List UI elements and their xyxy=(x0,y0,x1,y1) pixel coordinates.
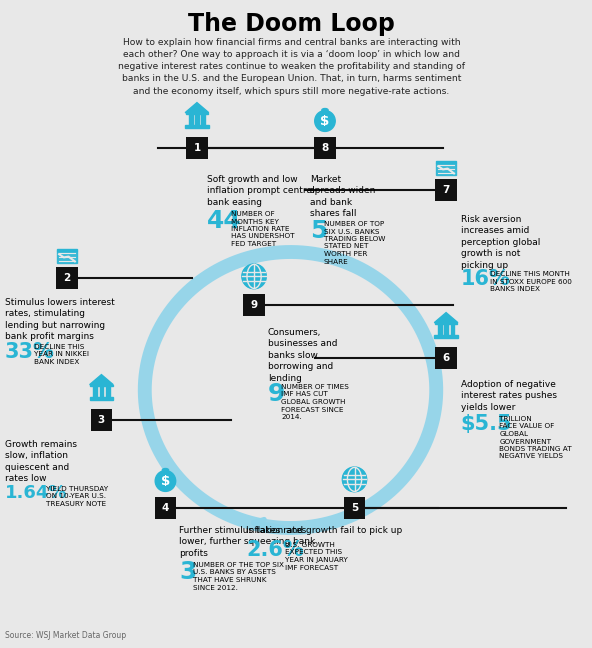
Text: 5: 5 xyxy=(310,219,327,243)
Text: 7: 7 xyxy=(442,185,450,195)
Text: DECLINE THIS MONTH
IN STOXX EUROPE 600
BANKS INDEX: DECLINE THIS MONTH IN STOXX EUROPE 600 B… xyxy=(490,271,572,292)
Text: 1: 1 xyxy=(194,143,201,153)
Text: 8: 8 xyxy=(321,143,329,153)
Bar xyxy=(201,114,205,125)
Circle shape xyxy=(242,264,266,288)
FancyBboxPatch shape xyxy=(243,294,265,316)
Text: Consumers,
businesses and
banks slow
borrowing and
lending: Consumers, businesses and banks slow bor… xyxy=(268,328,337,383)
Bar xyxy=(436,161,456,163)
FancyBboxPatch shape xyxy=(435,347,457,369)
Text: U.S. GROWTH
EXPECTED THIS
YEAR IN JANUARY
IMF FORECAST: U.S. GROWTH EXPECTED THIS YEAR IN JANUAR… xyxy=(285,542,348,570)
Text: 2: 2 xyxy=(63,273,70,283)
Bar xyxy=(99,386,104,397)
Polygon shape xyxy=(435,312,458,323)
FancyBboxPatch shape xyxy=(435,179,457,201)
Text: NUMBER OF TOP
SIX U.S. BANKS
TRADING BELOW
STATED NET
WORTH PER
SHARE: NUMBER OF TOP SIX U.S. BANKS TRADING BEL… xyxy=(324,221,385,264)
Text: 5: 5 xyxy=(351,503,358,513)
FancyBboxPatch shape xyxy=(155,497,176,519)
Text: 1.64%: 1.64% xyxy=(5,484,67,502)
Bar xyxy=(438,324,442,335)
Text: 9: 9 xyxy=(268,382,285,406)
Text: 3: 3 xyxy=(179,560,197,584)
Polygon shape xyxy=(89,375,113,385)
Bar xyxy=(451,324,454,335)
Bar xyxy=(57,251,77,262)
Text: TRILLION
FACE VALUE OF
GLOBAL
GOVERNMENT
BONDS TRADING AT
NEGATIVE YIELDS: TRILLION FACE VALUE OF GLOBAL GOVERNMENT… xyxy=(499,416,572,459)
Text: $5.5: $5.5 xyxy=(461,414,513,434)
Bar xyxy=(186,113,208,114)
Text: Soft growth and low
inflation prompt central-
bank easing: Soft growth and low inflation prompt cen… xyxy=(207,175,318,207)
Text: Further stimulus takes rates
lower, further squeezing bank
profits: Further stimulus takes rates lower, furt… xyxy=(179,526,316,558)
Bar xyxy=(444,324,448,335)
Text: $: $ xyxy=(161,475,170,488)
Text: 16%: 16% xyxy=(461,269,511,289)
Text: 3: 3 xyxy=(98,415,105,425)
Circle shape xyxy=(155,470,176,491)
Ellipse shape xyxy=(322,108,328,111)
FancyBboxPatch shape xyxy=(314,137,336,159)
Bar xyxy=(89,397,113,400)
Circle shape xyxy=(315,111,335,132)
Bar xyxy=(322,111,328,115)
FancyBboxPatch shape xyxy=(344,497,365,519)
FancyBboxPatch shape xyxy=(56,267,78,289)
Text: 4: 4 xyxy=(162,503,169,513)
Bar xyxy=(185,125,209,128)
Text: Growth remains
slow, inflation
quiescent and
rates low: Growth remains slow, inflation quiescent… xyxy=(5,440,77,483)
Text: Stimulus lowers interest
rates, stimulating
lending but narrowing
bank profit ma: Stimulus lowers interest rates, stimulat… xyxy=(5,298,115,341)
Text: YIELD THURSDAY
ON 10-YEAR U.S.
TREASURY NOTE: YIELD THURSDAY ON 10-YEAR U.S. TREASURY … xyxy=(46,486,108,507)
Text: Market
spreads widen
and bank
shares fall: Market spreads widen and bank shares fal… xyxy=(310,175,375,218)
Circle shape xyxy=(343,467,366,491)
Text: The Doom Loop: The Doom Loop xyxy=(188,12,395,36)
Text: Risk aversion
increases amid
perception global
growth is not
picking up: Risk aversion increases amid perception … xyxy=(461,215,540,270)
Text: NUMBER OF TIMES
IMF HAS CUT
GLOBAL GROWTH
FORECAST SINCE
2014.: NUMBER OF TIMES IMF HAS CUT GLOBAL GROWT… xyxy=(281,384,349,420)
Text: 33%: 33% xyxy=(5,342,55,362)
Text: DECLINE THIS
YEAR IN NIKKEI
BANK INDEX: DECLINE THIS YEAR IN NIKKEI BANK INDEX xyxy=(34,344,89,365)
Bar xyxy=(435,323,458,324)
Text: Adoption of negative
interest rates pushes
yields lower: Adoption of negative interest rates push… xyxy=(461,380,557,412)
Text: How to explain how financial firms and central banks are interacting with
each o: How to explain how financial firms and c… xyxy=(118,38,465,96)
FancyBboxPatch shape xyxy=(186,137,208,159)
Bar xyxy=(93,386,97,397)
Text: NUMBER OF THE TOP SIX
U.S. BANKS BY ASSETS
THAT HAVE SHRUNK
SINCE 2012.: NUMBER OF THE TOP SIX U.S. BANKS BY ASSE… xyxy=(193,562,284,590)
Bar xyxy=(106,386,110,397)
Bar xyxy=(189,114,192,125)
Text: 44: 44 xyxy=(207,209,242,233)
Polygon shape xyxy=(185,102,209,113)
Bar xyxy=(57,249,77,251)
FancyBboxPatch shape xyxy=(91,409,112,431)
Text: Inflation and growth fail to pick up: Inflation and growth fail to pick up xyxy=(246,526,403,535)
Bar xyxy=(90,385,112,386)
Bar xyxy=(163,470,168,475)
Text: 9: 9 xyxy=(250,300,258,310)
Text: NUMBER OF
MONTHS KEY
INFLATION RATE
HAS UNDERSHOT
FED TARGET: NUMBER OF MONTHS KEY INFLATION RATE HAS … xyxy=(231,211,295,247)
Ellipse shape xyxy=(162,469,169,472)
Text: Source: WSJ Market Data Group: Source: WSJ Market Data Group xyxy=(5,631,126,640)
Bar xyxy=(436,163,456,174)
Text: 6: 6 xyxy=(442,353,450,363)
Bar xyxy=(435,335,458,338)
Text: $: $ xyxy=(320,115,330,128)
Bar xyxy=(195,114,199,125)
Text: 2.6%: 2.6% xyxy=(246,540,304,560)
